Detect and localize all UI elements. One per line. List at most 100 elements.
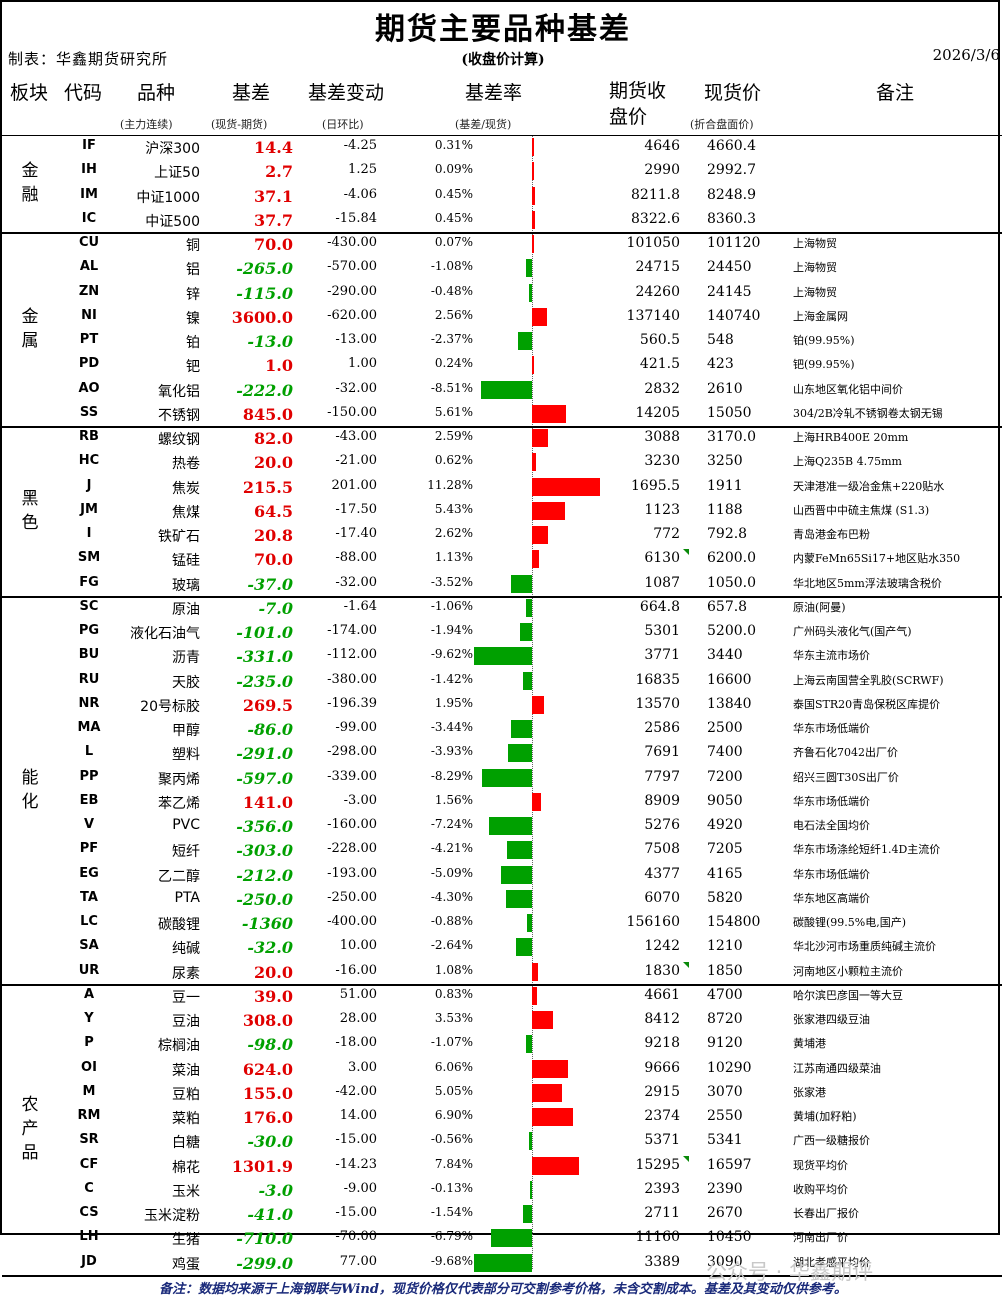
header-code: 代码 <box>64 82 103 104</box>
row-spot-price: 4660.4 <box>707 138 756 154</box>
row-spot-price: 13840 <box>707 695 752 712</box>
row-basis: -41.0 <box>247 1205 293 1224</box>
row-basis-rate: -3.93% <box>430 744 473 759</box>
basis-rate-bar <box>501 865 532 884</box>
row-code: L <box>84 744 94 760</box>
row-note: 内蒙FeMn65Si17+地区贴水350 <box>793 552 961 566</box>
row-code: J <box>86 477 92 493</box>
row-note: 华东地区高端价 <box>793 891 870 905</box>
section-divider <box>2 135 1002 136</box>
row-basis-change: 1.25 <box>348 162 377 178</box>
row-name: 铝 <box>186 262 200 279</box>
row-futures-close: 156160 <box>626 914 680 930</box>
row-note: 碳酸锂(99.5%电,国产) <box>793 916 907 929</box>
row-futures-close: 5276 <box>644 817 680 833</box>
row-basis-change: -99.00 <box>335 720 377 735</box>
row-name: 锌 <box>186 286 200 303</box>
row-basis: -299.0 <box>236 1253 293 1273</box>
row-name: 生猪 <box>172 1232 200 1249</box>
row-note: 青岛港金布巴粉 <box>793 528 870 541</box>
row-spot-price: 140740 <box>707 307 761 324</box>
row-futures-close: 1695.5 <box>631 477 680 494</box>
row-basis-change: -4.25 <box>343 138 377 153</box>
row-basis-rate: -4.21% <box>430 841 473 856</box>
row-basis-rate: -2.64% <box>430 938 473 953</box>
basis-rate-bar <box>508 744 532 763</box>
basis-rate-bar <box>522 1205 532 1223</box>
row-basis-rate: 0.24% <box>434 356 473 371</box>
header-change-sub: (日环比) <box>322 118 364 131</box>
basis-rate-bar <box>525 1035 532 1054</box>
row-name: 铁矿石 <box>158 529 200 545</box>
section-divider <box>2 426 1002 428</box>
row-basis: 2.7 <box>265 162 293 182</box>
row-code: TA <box>80 889 98 905</box>
basis-rate-bar <box>474 647 532 666</box>
row-name: 沥青 <box>172 650 200 667</box>
row-basis: -331.0 <box>236 647 293 667</box>
row-code: SC <box>79 598 99 614</box>
row-code: Y <box>84 1011 94 1026</box>
row-futures-close: 421.5 <box>639 356 680 373</box>
row-basis-change: -16.00 <box>335 962 377 978</box>
row-code: SA <box>79 938 99 954</box>
row-code: IF <box>82 138 96 153</box>
basis-rate-bar <box>532 1083 563 1102</box>
row-basis: 269.5 <box>242 695 293 715</box>
basis-rate-bar <box>528 1132 532 1151</box>
row-basis-rate: -0.56% <box>430 1132 473 1147</box>
row-basis-change: -193.00 <box>327 865 377 881</box>
basis-rate-bar <box>530 1180 532 1199</box>
row-note: 收购平均价 <box>793 1182 848 1196</box>
row-basis-change: -4.06 <box>343 186 377 202</box>
row-spot-price: 7200 <box>707 768 743 785</box>
row-spot-price: 24145 <box>707 283 752 300</box>
basis-rate-bar <box>526 914 532 932</box>
row-basis-rate: -1.07% <box>430 1035 473 1050</box>
row-code: OI <box>81 1059 97 1075</box>
row-basis-rate: 2.62% <box>434 526 473 540</box>
row-basis-change: -339.00 <box>327 768 377 784</box>
row-futures-close: 2990 <box>644 162 680 179</box>
row-note: 张家港四级豆油 <box>793 1013 870 1026</box>
row-basis: 37.1 <box>254 186 293 206</box>
section-divider <box>2 984 1002 986</box>
row-basis-change: -380.00 <box>327 671 377 687</box>
row-basis-rate: 0.09% <box>434 162 473 177</box>
row-note: 广州码头液化气(国产气) <box>793 625 912 638</box>
row-name: 锰硅 <box>172 553 200 570</box>
header-basis: 基差 <box>232 82 271 104</box>
row-name: 20号标胶 <box>140 698 200 715</box>
row-code: AO <box>78 380 100 396</box>
row-spot-price: 1911 <box>707 477 743 494</box>
row-code: PT <box>79 332 99 347</box>
row-futures-close: 3088 <box>644 429 680 445</box>
row-futures-close: 2586 <box>644 720 680 736</box>
row-note: 华东市场低端价 <box>793 722 870 735</box>
basis-rate-bar <box>532 962 539 981</box>
row-note: 天津港准一级冶金焦+220贴水 <box>793 479 945 493</box>
row-futures-close: 3771 <box>644 647 680 664</box>
row-spot-price: 9050 <box>707 792 743 809</box>
row-basis-rate: 0.83% <box>434 986 473 1001</box>
row-note: 上海物贸 <box>793 285 837 299</box>
row-code: PF <box>79 841 99 857</box>
row-basis: 64.5 <box>254 501 293 521</box>
basis-rate-bar <box>532 235 534 253</box>
row-basis-change: 51.00 <box>339 986 377 1002</box>
row-basis-rate: -0.88% <box>430 914 473 928</box>
row-spot-price: 8248.9 <box>707 186 756 203</box>
row-name: 碳酸锂 <box>158 917 200 933</box>
row-basis-rate: 2.56% <box>434 307 473 322</box>
row-spot-price: 2390 <box>707 1180 743 1197</box>
row-basis: -597.0 <box>236 768 293 788</box>
row-name: 玉米淀粉 <box>144 1208 200 1224</box>
basis-rate-bar <box>523 671 532 690</box>
row-spot-price: 4700 <box>707 986 743 1003</box>
row-code: CU <box>78 235 100 250</box>
row-basis-change: -150.00 <box>327 404 377 420</box>
row-note: 现货平均价 <box>793 1158 848 1172</box>
row-basis: -30.0 <box>247 1132 293 1152</box>
row-spot-price: 4920 <box>707 817 743 833</box>
row-basis-change: -14.23 <box>335 1156 377 1172</box>
